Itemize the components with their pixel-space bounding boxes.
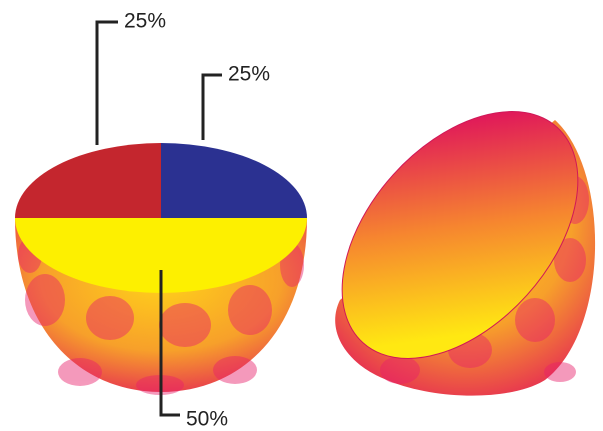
value-label: 25% [124, 10, 166, 33]
pie-slice [15, 218, 307, 293]
leader-line [95, 20, 118, 145]
bowl-dots [18, 237, 304, 395]
value-label: 50% [186, 408, 228, 431]
pie-slice [15, 143, 161, 218]
leader-line [201, 73, 222, 140]
lid [341, 111, 579, 359]
value-label: 25% [228, 63, 270, 86]
pie [15, 143, 307, 293]
leader-line [159, 270, 180, 417]
pie-slice [161, 143, 307, 218]
